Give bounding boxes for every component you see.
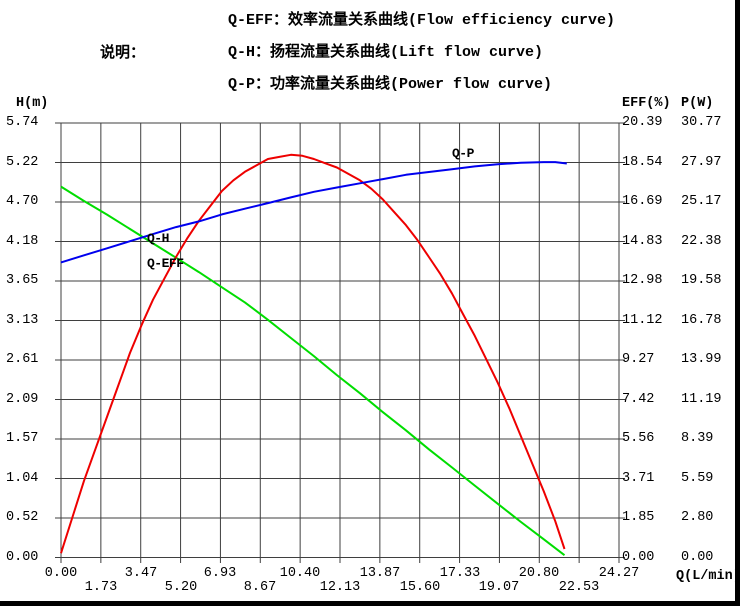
x-tick-label: 22.53 bbox=[558, 580, 600, 595]
y-right-p-tick-label: 25.17 bbox=[681, 194, 722, 209]
x-tick-label: 5.20 bbox=[164, 580, 198, 595]
page-frame-bottom-border bbox=[0, 601, 740, 606]
page-frame-right-border bbox=[735, 0, 740, 606]
y-right-eff-tick-label: 0.00 bbox=[622, 550, 655, 565]
legend-line-qp: Q-P：功率流量关系曲线(Power flow curve) bbox=[228, 76, 553, 93]
x-axis-title: Q(L/min) bbox=[676, 569, 740, 584]
y-right-p-tick-label: 22.38 bbox=[681, 234, 722, 249]
x-tick-label: 0.00 bbox=[44, 566, 78, 581]
y-right-p-tick-label: 27.97 bbox=[681, 155, 722, 170]
x-tick-label: 12.13 bbox=[319, 580, 361, 595]
y-left-tick-label: 1.57 bbox=[6, 431, 39, 446]
x-tick-label: 24.27 bbox=[598, 566, 640, 581]
x-tick-label: 17.33 bbox=[439, 566, 481, 581]
y-right-p-tick-label: 13.99 bbox=[681, 352, 722, 367]
y-right-eff-tick-label: 11.12 bbox=[622, 313, 663, 328]
x-tick-label: 1.73 bbox=[84, 580, 118, 595]
y-right-eff-tick-label: 18.54 bbox=[622, 155, 663, 170]
curve-label-qeff: Q-EFF bbox=[147, 256, 184, 271]
y-left-tick-label: 1.04 bbox=[6, 471, 39, 486]
y-right-p-tick-label: 19.58 bbox=[681, 273, 722, 288]
curve-label-qh: Q-H bbox=[147, 231, 169, 246]
curve-qh bbox=[60, 185, 566, 556]
curve-qeff bbox=[60, 153, 566, 554]
y-left-tick-label: 5.74 bbox=[6, 115, 39, 130]
y-left-tick-label: 3.13 bbox=[6, 313, 39, 328]
note-label: 说明： bbox=[100, 45, 146, 62]
x-tick-label: 20.80 bbox=[518, 566, 560, 581]
y-left-tick-label: 4.70 bbox=[6, 194, 39, 209]
y-left-tick-label: 2.09 bbox=[6, 392, 39, 407]
y-right-eff-tick-label: 5.56 bbox=[622, 431, 655, 446]
y-right-eff-tick-label: 16.69 bbox=[622, 194, 663, 209]
y-right-eff-tick-label: 9.27 bbox=[622, 352, 655, 367]
y-right-eff-axis-title: EFF(%) bbox=[622, 96, 671, 111]
y-left-tick-label: 0.52 bbox=[6, 510, 39, 525]
y-right-p-tick-label: 2.80 bbox=[681, 510, 714, 525]
y-left-tick-label: 2.61 bbox=[6, 352, 39, 367]
y-left-tick-label: 5.22 bbox=[6, 155, 39, 170]
y-right-p-tick-label: 8.39 bbox=[681, 431, 714, 446]
y-right-p-tick-label: 11.19 bbox=[681, 392, 722, 407]
x-tick-label: 13.87 bbox=[359, 566, 401, 581]
y-right-p-axis-title: P(W) bbox=[681, 96, 714, 111]
y-left-tick-label: 4.18 bbox=[6, 234, 39, 249]
y-left-tick-label: 0.00 bbox=[6, 550, 39, 565]
x-tick-label: 3.47 bbox=[124, 566, 158, 581]
x-tick-label: 10.40 bbox=[279, 566, 321, 581]
legend-line-qeff: Q-EFF：效率流量关系曲线(Flow efficiency curve) bbox=[228, 12, 616, 29]
y-left-tick-label: 3.65 bbox=[6, 273, 39, 288]
curve-qp bbox=[60, 161, 567, 264]
y-right-eff-tick-label: 7.42 bbox=[622, 392, 655, 407]
y-left-axis-title: H(m) bbox=[16, 96, 49, 111]
x-tick-label: 15.60 bbox=[399, 580, 441, 595]
y-right-p-tick-label: 5.59 bbox=[681, 471, 714, 486]
y-right-eff-tick-label: 12.98 bbox=[622, 273, 663, 288]
y-right-eff-tick-label: 3.71 bbox=[622, 471, 655, 486]
x-tick-label: 6.93 bbox=[203, 566, 237, 581]
curve-label-qp: Q-P bbox=[452, 146, 474, 161]
y-right-p-tick-label: 30.77 bbox=[681, 115, 722, 130]
y-right-eff-tick-label: 20.39 bbox=[622, 115, 663, 130]
x-tick-label: 19.07 bbox=[478, 580, 520, 595]
x-tick-label: 8.67 bbox=[243, 580, 277, 595]
y-right-p-tick-label: 0.00 bbox=[681, 550, 714, 565]
y-right-p-tick-label: 16.78 bbox=[681, 313, 722, 328]
y-right-eff-tick-label: 14.83 bbox=[622, 234, 663, 249]
y-right-eff-tick-label: 1.85 bbox=[622, 510, 655, 525]
legend-line-qh: Q-H：扬程流量关系曲线(Lift flow curve) bbox=[228, 44, 544, 61]
